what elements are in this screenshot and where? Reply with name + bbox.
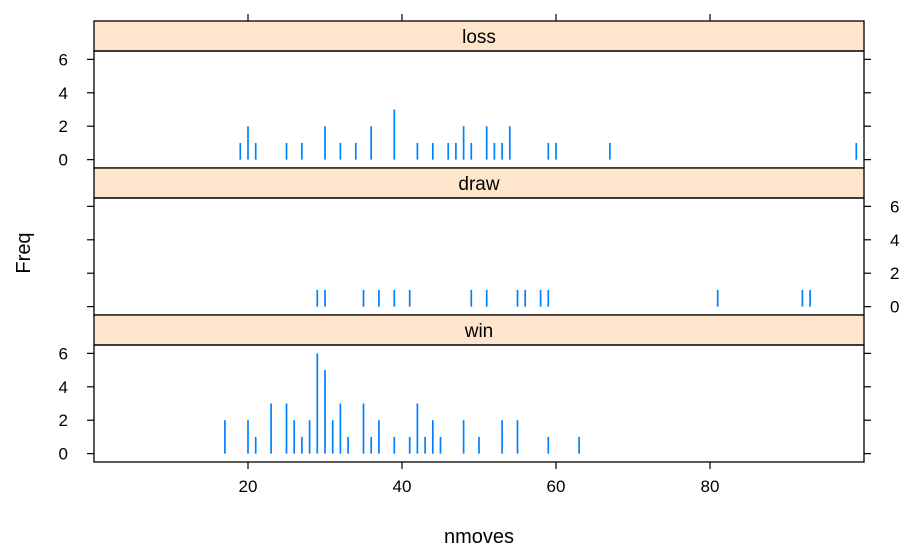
strip-win xyxy=(93,314,865,346)
x-axis-label: nmoves xyxy=(444,526,514,548)
strip-loss xyxy=(93,20,865,52)
panel-draw: draw 0 2 4 6 xyxy=(87,167,899,317)
panel-loss: loss 0 2 4 6 xyxy=(59,20,871,170)
y-tick-label-draw-2: 2 xyxy=(890,264,899,283)
panel-frame-loss xyxy=(93,50,865,169)
strip-label-loss: loss xyxy=(462,27,496,48)
x-tick-label-40: 40 xyxy=(393,477,412,496)
x-tick-label-60: 60 xyxy=(547,477,566,496)
y-axis-label: Freq xyxy=(13,232,35,273)
y-tick-label-loss-4: 4 xyxy=(59,84,68,103)
y-tick-label-loss-2: 2 xyxy=(59,117,68,136)
panels-group: loss 0 2 4 6 draw 0 2 4 6 win 0 2 4 6 xyxy=(59,20,899,464)
y-tick-label-loss-6: 6 xyxy=(59,50,68,69)
panel-frame-win xyxy=(93,344,865,463)
strip-label-win: win xyxy=(464,321,494,342)
x-axis: 20 40 60 80 xyxy=(239,14,720,496)
y-tick-label-win-6: 6 xyxy=(59,344,68,363)
x-tick-label-80: 80 xyxy=(701,477,720,496)
y-tick-label-win-2: 2 xyxy=(59,411,68,430)
y-tick-label-win-0: 0 xyxy=(59,445,68,464)
y-tick-label-draw-4: 4 xyxy=(890,231,899,250)
y-tick-label-win-4: 4 xyxy=(59,378,68,397)
y-tick-label-draw-0: 0 xyxy=(890,298,899,317)
y-tick-label-loss-0: 0 xyxy=(59,151,68,170)
x-tick-label-20: 20 xyxy=(239,477,258,496)
y-tick-label-draw-6: 6 xyxy=(890,197,899,216)
panel-frame-draw xyxy=(93,197,865,316)
strip-draw xyxy=(93,167,865,199)
strip-label-draw: draw xyxy=(458,174,499,195)
panel-win: win 0 2 4 6 xyxy=(59,314,871,464)
